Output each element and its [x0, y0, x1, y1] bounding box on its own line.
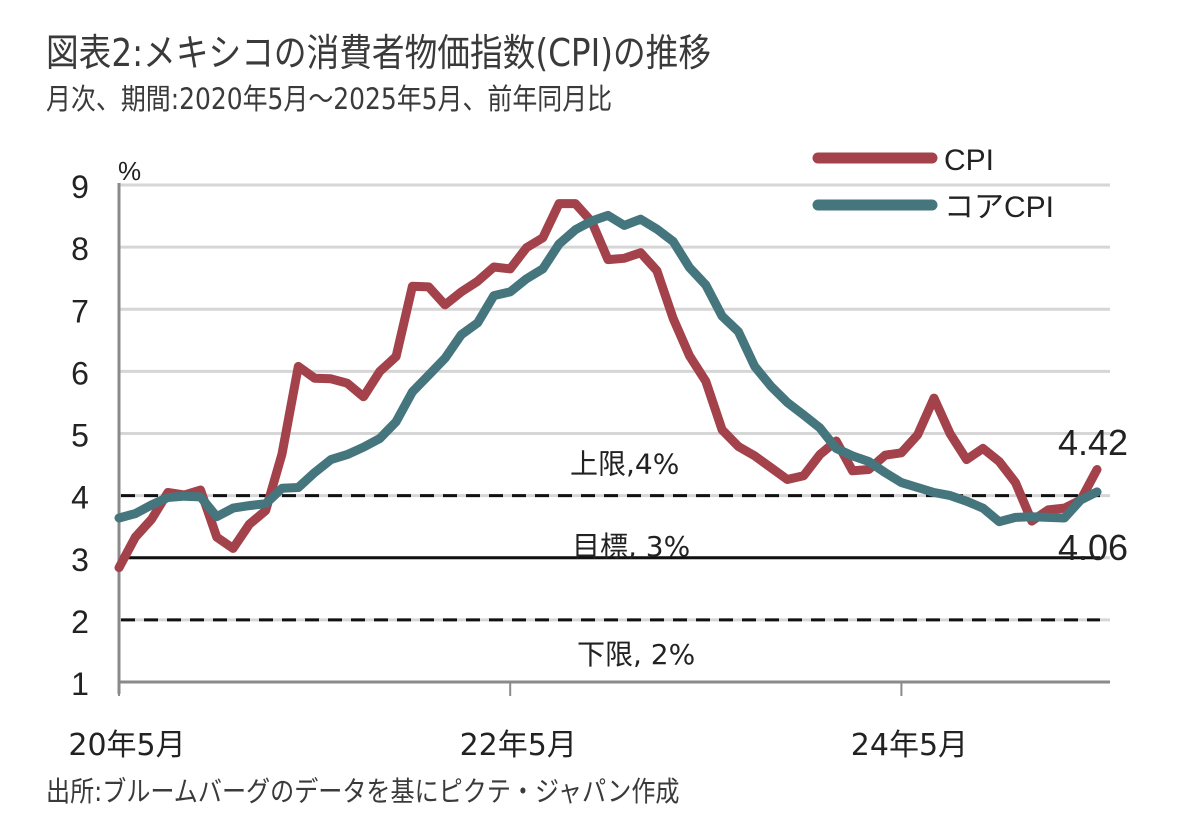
legend-label: CPI — [944, 144, 994, 177]
y-tick-labels: 1 2 3 4 5 6 7 8 9 — [71, 169, 89, 702]
x-tick-labels: 20年5月 22年5月 24年5月 — [68, 682, 968, 763]
x-tick-label: 24年5月 — [851, 728, 968, 763]
series-lines — [114, 199, 1102, 573]
y-tick-label: 1 — [71, 666, 89, 702]
legend-item: CPI — [812, 144, 994, 177]
reference-label-2: 下限, 2% — [577, 638, 695, 671]
reference-label-3: 目標, 3% — [572, 530, 690, 563]
chart-title: 図表2:メキシコの消費者物価指数(CPI)の推移 — [46, 31, 712, 75]
legend-label: コアCPI — [944, 191, 1054, 224]
y-tick-label: 8 — [71, 231, 89, 267]
x-tick-label: 20年5月 — [68, 728, 185, 763]
y-tick-label: 9 — [71, 169, 89, 205]
y-tick-label: 2 — [71, 604, 89, 640]
reference-lines: 上限,4% 目標, 3% 下限, 2% — [121, 448, 1100, 671]
annotations: 4.42 4.06 — [1058, 422, 1128, 568]
series-line-core-cpi — [114, 210, 1102, 527]
chart-subtitle: 月次、期間:2020年5月～2025年5月、前年同月比 — [46, 82, 613, 116]
legend: CPI コアCPI — [812, 144, 1054, 224]
series-line-cpi — [114, 199, 1102, 573]
end-value-label: 4.42 — [1058, 422, 1128, 463]
axes — [117, 183, 1110, 694]
y-tick-label: 7 — [71, 293, 89, 329]
y-tick-label: 5 — [71, 418, 89, 454]
end-value-label: 4.06 — [1058, 527, 1128, 568]
legend-item: コアCPI — [812, 191, 1054, 224]
source-note: 出所:ブルームバーグのデータを基にピクテ・ジャパン作成 — [46, 775, 680, 808]
y-tick-label: 3 — [71, 542, 89, 578]
y-axis-unit-label: % — [118, 156, 141, 186]
reference-label-4: 上限,4% — [570, 448, 679, 481]
y-tick-label: 4 — [71, 480, 89, 516]
y-tick-label: 6 — [71, 355, 89, 391]
x-tick-label: 22年5月 — [460, 728, 577, 763]
